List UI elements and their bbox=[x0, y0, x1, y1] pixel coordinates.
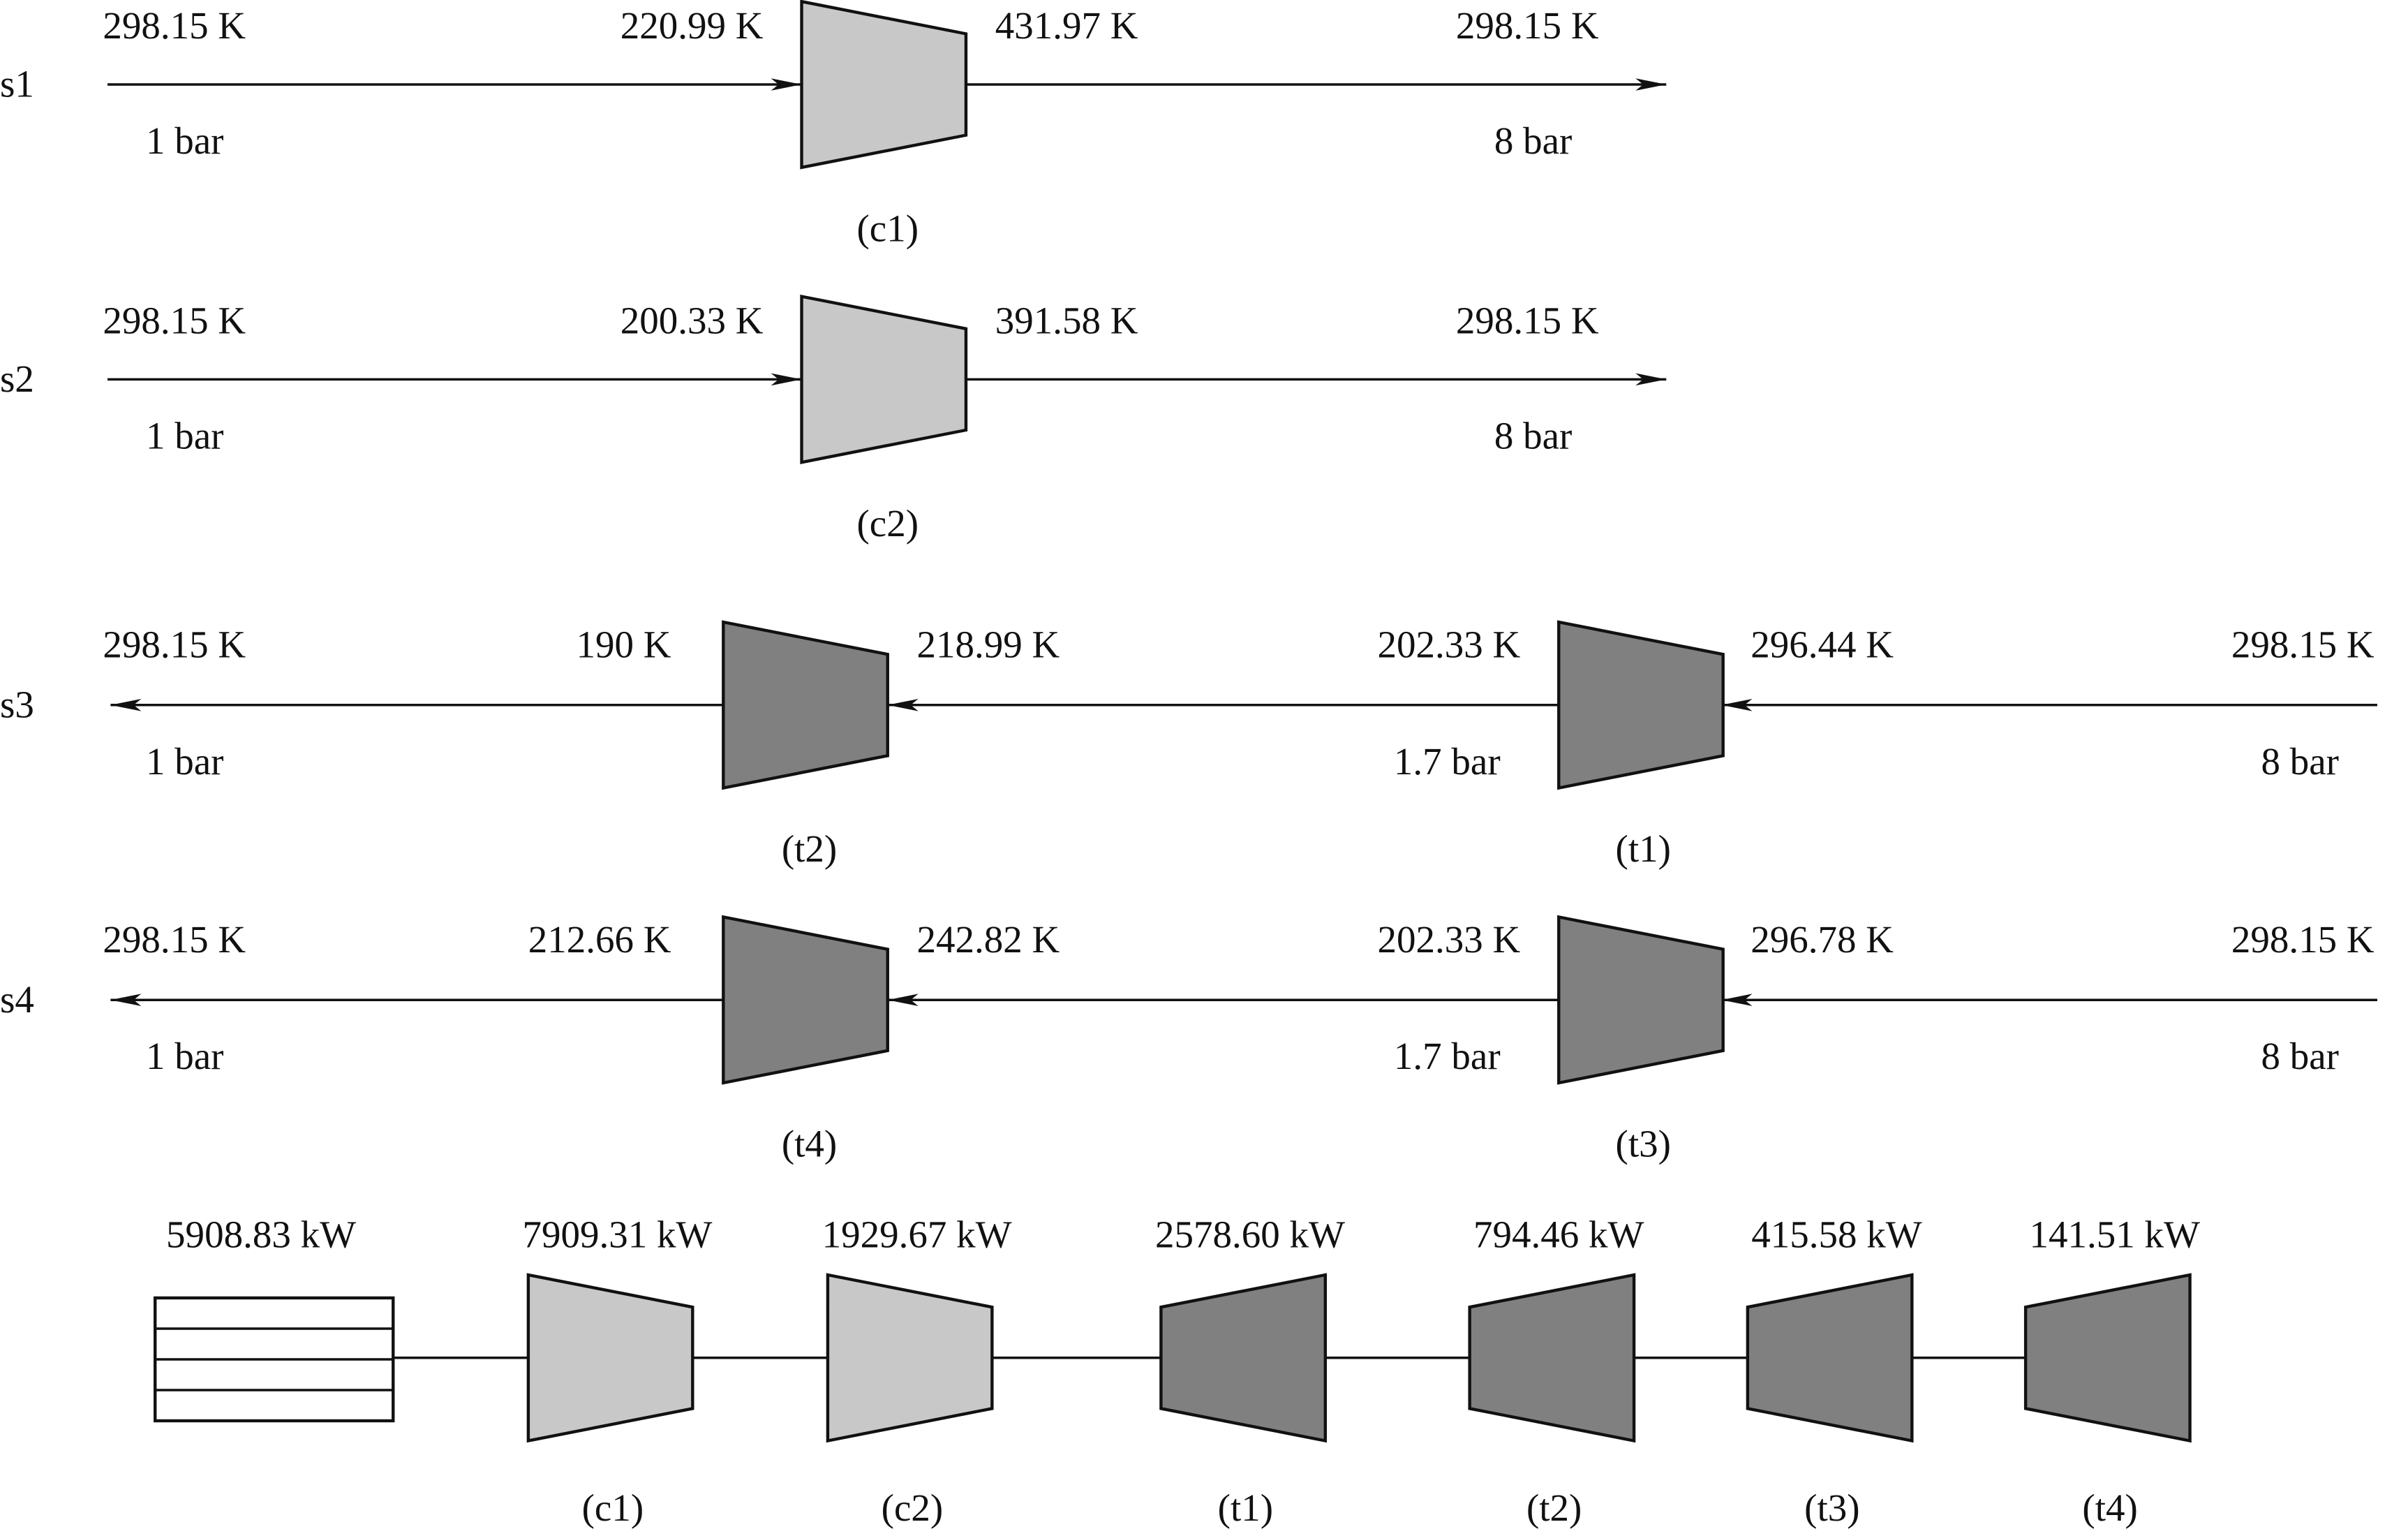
compressor-outlet-temperature: 391.58 K bbox=[995, 299, 1138, 341]
compressor bbox=[526, 1273, 694, 1443]
outlet-pressure: 1 bar bbox=[146, 1035, 223, 1077]
outlet-pressure: 8 bar bbox=[1494, 414, 1572, 457]
turbine-outlet-temperature: 202.33 K bbox=[1378, 623, 1521, 666]
machine-power: 415.58 kW bbox=[1751, 1213, 1922, 1255]
stream-name: s4 bbox=[0, 978, 34, 1021]
outlet-temperature: 298.15 K bbox=[103, 918, 246, 961]
turbine-outlet-temperature: 212.66 K bbox=[528, 918, 671, 961]
compressor-label: (c1) bbox=[856, 207, 919, 249]
compressor-inlet-temperature: 220.99 K bbox=[620, 4, 764, 47]
turbine-inlet-temperature: 296.78 K bbox=[1751, 918, 1894, 961]
turbine bbox=[722, 915, 889, 1085]
inlet-temperature: 298.15 K bbox=[103, 299, 246, 341]
turbine-label: (t1) bbox=[1616, 827, 1671, 870]
inlet-pressure: 8 bar bbox=[2261, 1035, 2338, 1077]
machine-label: (t3) bbox=[1804, 1486, 1859, 1529]
inlet-temperature: 298.15 K bbox=[2231, 918, 2374, 961]
outlet-temperature: 298.15 K bbox=[1456, 4, 1599, 47]
turbine-label: (t4) bbox=[782, 1123, 837, 1165]
machine-label: (t4) bbox=[2082, 1486, 2137, 1529]
compressor-outlet-temperature: 431.97 K bbox=[995, 4, 1138, 47]
intermediate-pressure: 1.7 bar bbox=[1394, 740, 1501, 783]
turbine-inlet-temperature: 218.99 K bbox=[917, 623, 1060, 666]
turbine bbox=[722, 620, 889, 790]
compressor bbox=[800, 294, 968, 464]
turbine bbox=[1557, 620, 1725, 790]
outlet-temperature: 298.15 K bbox=[103, 623, 246, 666]
machine-power: 141.51 kW bbox=[2030, 1213, 2201, 1255]
stream-name: s1 bbox=[0, 63, 34, 105]
inlet-pressure: 8 bar bbox=[2261, 740, 2338, 783]
machine-power: 794.46 kW bbox=[1473, 1213, 1644, 1255]
stream-name: s3 bbox=[0, 683, 34, 725]
outlet-pressure: 1 bar bbox=[146, 740, 223, 783]
turbine bbox=[2023, 1273, 2192, 1443]
inlet-pressure: 1 bar bbox=[146, 119, 223, 162]
machine-label: (t1) bbox=[1218, 1486, 1273, 1529]
turbine bbox=[1746, 1273, 1914, 1443]
generator-power: 5908.83 kW bbox=[166, 1213, 356, 1255]
machine-label: (c2) bbox=[882, 1486, 944, 1529]
compressor-label: (c2) bbox=[856, 502, 919, 545]
compressor bbox=[826, 1273, 994, 1443]
inlet-temperature: 298.15 K bbox=[103, 4, 246, 47]
turbine bbox=[1468, 1273, 1636, 1443]
machine-power: 7909.31 kW bbox=[523, 1213, 713, 1255]
turbine bbox=[1159, 1273, 1328, 1443]
stream-name: s2 bbox=[0, 357, 34, 400]
turbine-label: (t2) bbox=[782, 827, 837, 870]
turbine-inlet-temperature: 296.44 K bbox=[1751, 623, 1894, 666]
turbine bbox=[1557, 915, 1725, 1085]
machine-label: (t2) bbox=[1526, 1486, 1582, 1529]
outlet-temperature: 298.15 K bbox=[1456, 299, 1599, 341]
machine-label: (c1) bbox=[582, 1486, 644, 1529]
compressor bbox=[800, 0, 968, 170]
inlet-pressure: 1 bar bbox=[146, 414, 223, 457]
turbine-inlet-temperature: 242.82 K bbox=[917, 918, 1060, 961]
machine-power: 2578.60 kW bbox=[1155, 1213, 1345, 1255]
machine-power: 1929.67 kW bbox=[822, 1213, 1012, 1255]
turbine-outlet-temperature: 190 K bbox=[577, 623, 671, 666]
compressor-inlet-temperature: 200.33 K bbox=[620, 299, 764, 341]
inlet-temperature: 298.15 K bbox=[2231, 623, 2374, 666]
turbine-outlet-temperature: 202.33 K bbox=[1378, 918, 1521, 961]
intermediate-pressure: 1.7 bar bbox=[1394, 1035, 1501, 1077]
turbine-label: (t3) bbox=[1616, 1123, 1671, 1165]
outlet-pressure: 8 bar bbox=[1494, 119, 1572, 162]
